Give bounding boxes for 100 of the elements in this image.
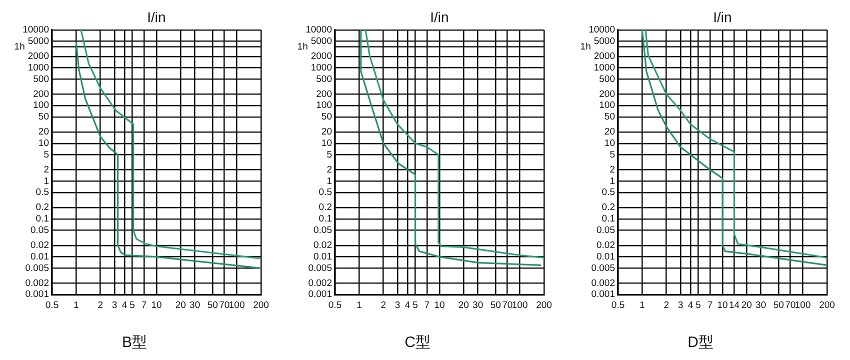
- x-tick-label: 2: [664, 300, 670, 311]
- y-tick-label: 0.5: [602, 187, 616, 198]
- y-tick-label: 0.02: [596, 240, 616, 252]
- y-tick-label: 200: [33, 88, 50, 100]
- x-axis-title: I/in: [713, 8, 732, 25]
- y-tick-label: 1: [326, 176, 332, 187]
- y-tick-label: 0.5: [36, 187, 50, 198]
- ref-line-label: 1h: [580, 41, 591, 52]
- y-tick-label: 5: [610, 149, 616, 160]
- y-tick-label: 10000: [306, 24, 332, 36]
- x-tick-label: 70: [219, 300, 230, 311]
- y-tick-label: 0.005: [308, 262, 332, 274]
- y-tick-label: 5000: [28, 36, 50, 48]
- y-tick-label: 5: [326, 149, 332, 160]
- x-tick-label: 50: [207, 300, 218, 311]
- y-tick-label: 0.02: [30, 240, 50, 252]
- y-tick-label: 0.2: [318, 202, 332, 214]
- x-tick-label: 7: [141, 300, 147, 311]
- y-tick-label: 0.002: [308, 278, 332, 289]
- y-tick-label: 10: [321, 138, 332, 150]
- y-tick-label: 1: [610, 176, 616, 187]
- y-tick-label: 0.001: [25, 289, 50, 300]
- y-tick-label: 5000: [310, 36, 332, 48]
- y-tick-label: 1000: [310, 62, 332, 74]
- x-tick-label: 5: [696, 300, 701, 311]
- y-tick-label: 0.02: [314, 240, 332, 252]
- y-tick-label: 20: [38, 126, 50, 138]
- y-tick-label: 0.001: [308, 289, 332, 300]
- y-tick-label: 0.2: [36, 202, 50, 214]
- x-tick-label: 30: [756, 300, 766, 311]
- y-tick-label: 2000: [594, 51, 616, 62]
- y-tick-label: 20: [321, 126, 332, 138]
- x-tick-label: 100: [228, 300, 245, 311]
- x-tick-label: 70: [502, 300, 513, 311]
- x-tick-label: 5: [130, 300, 135, 311]
- y-tick-label: 10: [604, 138, 616, 150]
- y-tick-label: 0.005: [591, 262, 616, 274]
- y-tick-label: 0.002: [591, 278, 616, 289]
- y-tick-label: 0.1: [36, 214, 50, 225]
- x-tick-label: 1: [356, 300, 362, 311]
- y-tick-label: 100: [599, 100, 616, 112]
- x-tick-label: 10: [434, 300, 445, 311]
- x-tick-label: 5: [412, 300, 418, 311]
- y-tick-label: 0.002: [25, 278, 50, 289]
- y-tick-label: 100: [316, 100, 332, 112]
- x-tick-label: 200: [253, 300, 269, 311]
- y-tick-label: 500: [599, 74, 616, 85]
- text: C型: [404, 334, 430, 352]
- x-tick-label: 3: [112, 300, 118, 311]
- x-tick-label: 10: [717, 300, 728, 311]
- y-tick-label: 10000: [22, 24, 50, 36]
- x-tick-label: 1: [74, 300, 79, 311]
- y-tick-label: 10: [38, 138, 50, 150]
- x-tick-label: 4: [688, 300, 694, 311]
- x-tick-label: 14: [728, 300, 740, 311]
- y-tick-label: 20: [604, 126, 616, 138]
- y-tick-label: 2000: [28, 51, 50, 62]
- x-tick-label: 2: [380, 300, 386, 311]
- y-tick-label: 200: [599, 88, 616, 100]
- x-tick-label: 7: [707, 300, 713, 311]
- y-tick-label: 0.05: [314, 225, 332, 236]
- x-axis-title: I/in: [147, 8, 166, 25]
- x-tick-label: 30: [190, 300, 200, 311]
- x-tick-label: 20: [175, 300, 186, 311]
- y-tick-label: 0.1: [602, 214, 616, 225]
- y-tick-label: 500: [33, 74, 50, 85]
- x-tick-label: 100: [512, 300, 528, 311]
- y-tick-label: 100: [33, 100, 50, 112]
- x-tick-label: 200: [819, 300, 835, 311]
- y-tick-label: 0.001: [591, 289, 616, 300]
- y-tick-label: 500: [316, 74, 332, 85]
- x-tick-label: 50: [773, 300, 784, 311]
- text: D型: [688, 334, 714, 352]
- x-tick-label: 70: [785, 300, 796, 311]
- y-tick-label: 0.05: [596, 225, 616, 236]
- y-tick-label: 2: [44, 164, 50, 176]
- x-tick-label: 3: [678, 300, 684, 311]
- ref-line-label: 1h: [14, 41, 25, 52]
- ref-line-label: 1h: [297, 41, 308, 52]
- x-tick-label: 1: [640, 300, 645, 311]
- y-tick-label: 2: [326, 164, 332, 176]
- y-tick-label: 1: [44, 176, 50, 187]
- y-tick-label: 5: [44, 149, 50, 160]
- y-tick-label: 0.1: [318, 214, 332, 225]
- y-tick-label: 2000: [310, 51, 332, 62]
- x-tick-label: 30: [472, 300, 484, 311]
- x-tick-label: 7: [424, 300, 430, 311]
- x-tick-label: 20: [741, 300, 752, 311]
- y-tick-label: 0.01: [30, 251, 50, 262]
- x-tick-label: 10: [151, 300, 162, 311]
- y-tick-label: 0.01: [314, 251, 332, 262]
- y-tick-label: 0.5: [318, 187, 332, 198]
- y-tick-label: 2: [610, 164, 616, 176]
- y-tick-label: 1000: [28, 62, 50, 74]
- x-tick-label: 3: [394, 300, 400, 311]
- x-tick-label: 20: [458, 300, 469, 311]
- y-tick-label: 50: [38, 112, 50, 123]
- x-tick-label: 2: [98, 300, 104, 311]
- y-tick-label: 200: [316, 88, 332, 100]
- y-tick-label: 0.05: [30, 225, 50, 236]
